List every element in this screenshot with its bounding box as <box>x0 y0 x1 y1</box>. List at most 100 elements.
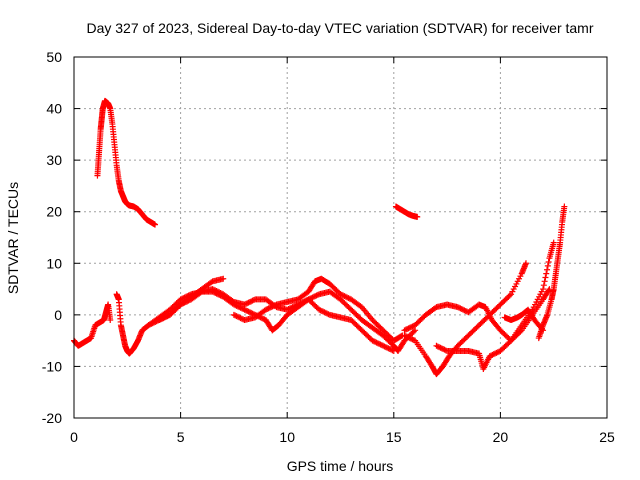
data-point <box>404 333 411 340</box>
data-point <box>402 326 409 333</box>
data-point <box>296 300 303 307</box>
data-point <box>322 309 329 316</box>
data-point <box>241 301 248 308</box>
y-tick-label: -20 <box>42 410 62 426</box>
data-point <box>541 278 548 285</box>
data-point <box>209 286 216 293</box>
series-sat-end-short <box>501 306 547 334</box>
data-point <box>381 343 388 350</box>
data-point <box>440 346 447 353</box>
data-point <box>388 346 395 353</box>
data-point <box>186 291 193 298</box>
data-point <box>184 293 191 300</box>
data-point <box>264 306 271 313</box>
data-point <box>406 324 413 331</box>
x-axis-label: GPS time / hours <box>287 458 394 474</box>
data-point <box>438 345 445 352</box>
data-point <box>180 300 187 307</box>
data-point <box>309 294 316 301</box>
data-point <box>410 328 417 335</box>
series-sat-high-decay <box>94 97 159 228</box>
data-point <box>405 334 412 341</box>
data-point <box>414 213 421 220</box>
data-point <box>230 311 237 318</box>
data-point <box>412 327 419 334</box>
data-point <box>540 327 547 334</box>
data-point <box>237 315 244 322</box>
data-point <box>458 306 465 313</box>
series-sat-late-dip <box>401 260 529 378</box>
data-point <box>542 274 549 281</box>
data-point <box>544 262 551 269</box>
data-point <box>258 315 265 322</box>
data-point <box>457 305 464 312</box>
series-sat-early-low <box>71 301 114 349</box>
data-point <box>260 315 267 322</box>
data-point <box>185 292 192 299</box>
data-point <box>408 335 415 342</box>
data-point <box>409 336 416 343</box>
data-point <box>245 308 252 315</box>
x-tick-label: 10 <box>279 429 295 445</box>
data-point <box>409 323 416 330</box>
data-point <box>162 313 169 320</box>
data-point <box>217 289 224 296</box>
data-point <box>390 347 397 354</box>
data-point <box>405 325 412 332</box>
data-point <box>382 344 389 351</box>
series-sat-15h-short <box>392 203 421 220</box>
data-point <box>337 291 344 298</box>
data-point <box>266 304 273 311</box>
x-tick-label: 25 <box>599 429 615 445</box>
data-point <box>288 304 295 311</box>
data-point <box>180 295 187 302</box>
y-tick-label: 50 <box>46 49 62 65</box>
data-point <box>380 342 387 349</box>
data-point <box>284 306 291 313</box>
data-point <box>522 260 529 267</box>
data-point <box>107 317 114 324</box>
data-point <box>320 308 327 315</box>
data-point <box>489 351 496 358</box>
data-point <box>289 304 296 311</box>
data-point <box>164 313 171 320</box>
plot-frame <box>73 56 608 419</box>
data-point <box>389 347 396 354</box>
data-point <box>178 300 185 307</box>
data-point <box>370 338 377 345</box>
data-point <box>245 299 252 306</box>
x-tick-label: 20 <box>493 429 509 445</box>
data-point <box>157 316 164 323</box>
data-point <box>185 297 192 304</box>
data-point <box>488 352 495 359</box>
series-sat-mid-wave-b <box>230 275 406 344</box>
data-point <box>286 305 293 312</box>
data-point <box>182 293 189 300</box>
data-point <box>340 292 347 299</box>
data-point <box>316 306 323 313</box>
data-point <box>250 297 257 304</box>
data-point <box>301 298 308 305</box>
data-point <box>384 344 391 351</box>
data-point <box>212 287 219 294</box>
data-point <box>386 346 393 353</box>
data-point <box>493 349 500 356</box>
x-tick-label: 5 <box>177 429 185 445</box>
x-tick-labels: 0 5 10 15 20 25 <box>70 429 615 445</box>
data-point <box>460 306 467 313</box>
data-point <box>161 314 168 321</box>
axis-ticks <box>73 56 608 419</box>
data-point <box>220 275 227 282</box>
data-point <box>312 293 319 300</box>
data-point <box>304 297 311 304</box>
data-point <box>318 307 325 314</box>
x-tick-label: 0 <box>70 429 78 445</box>
data-point <box>310 293 317 300</box>
data-point <box>378 342 385 349</box>
data-point <box>248 298 255 305</box>
data-point <box>492 350 499 357</box>
data-point <box>461 307 468 314</box>
data-point <box>550 239 557 246</box>
data-point <box>160 315 167 322</box>
